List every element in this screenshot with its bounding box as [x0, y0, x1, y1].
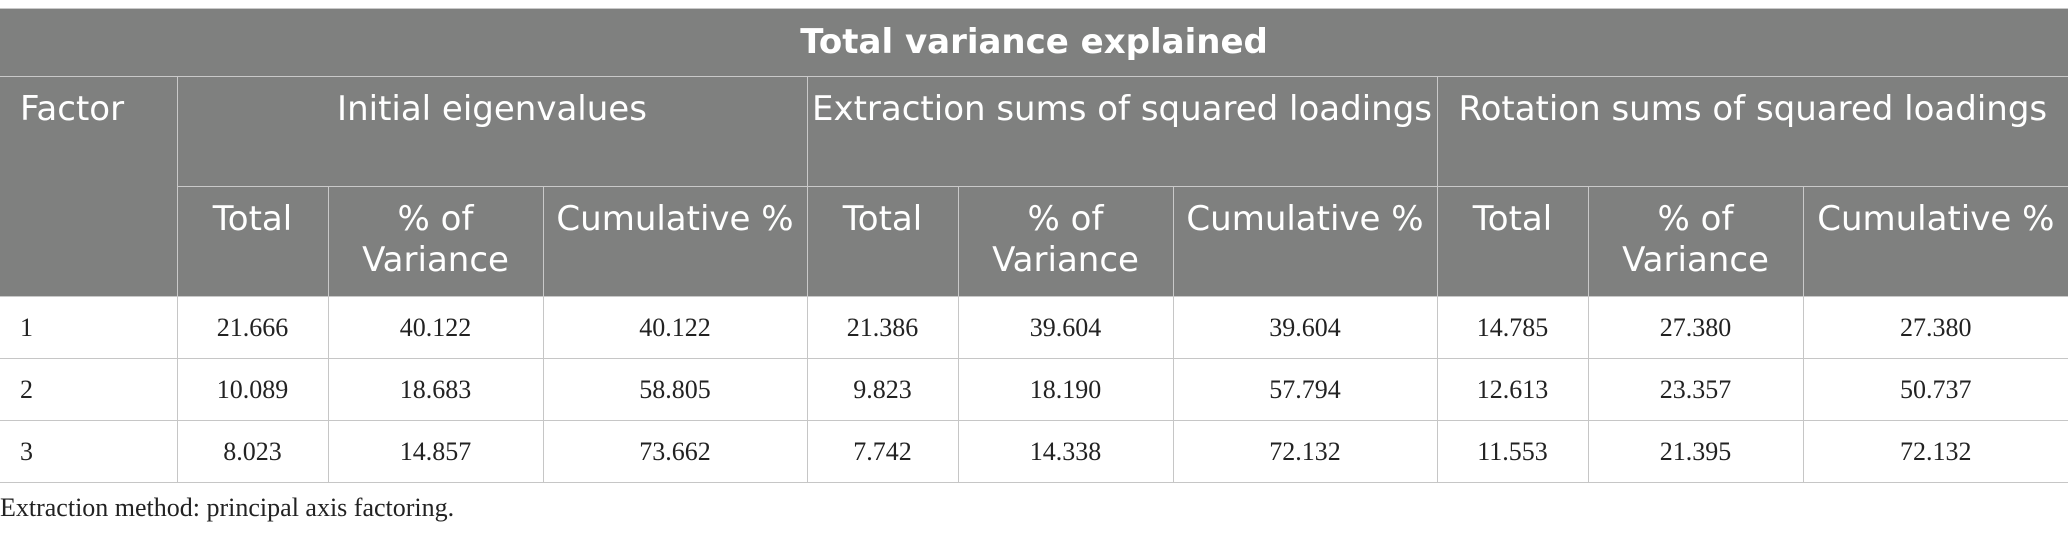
table-cell: 21.386	[806, 296, 959, 359]
factor-header: Factor	[0, 76, 178, 297]
factor-cell: 1	[0, 296, 178, 359]
table-row: 1 21.666 40.122 40.122 21.386 39.604 39.…	[0, 296, 2068, 359]
table-cell: 18.683	[327, 358, 544, 421]
factor-cell: 2	[0, 358, 178, 421]
table-cell: 10.089	[176, 358, 329, 421]
factor-cell: 3	[0, 420, 178, 483]
table-cell: 21.395	[1587, 420, 1804, 483]
table-footnote: Extraction method: principal axis factor…	[0, 493, 455, 522]
table-cell: 18.190	[957, 358, 1174, 421]
subheader-total: Total	[176, 186, 329, 297]
table-cell: 23.357	[1587, 358, 1804, 421]
table-cell: 14.338	[957, 420, 1174, 483]
group-header-initial: Initial eigenvalues	[176, 76, 808, 187]
table-cell: 40.122	[327, 296, 544, 359]
subheader-total: Total	[806, 186, 959, 297]
table-cell: 8.023	[176, 420, 329, 483]
variance-table: Total variance explained Factor Initial …	[0, 8, 2068, 483]
group-header-extraction: Extraction sums of squared loadings	[806, 76, 1438, 187]
table-cell: 11.553	[1436, 420, 1589, 483]
table-cell: 58.805	[542, 358, 808, 421]
table-row: 3 8.023 14.857 73.662 7.742 14.338 72.13…	[0, 420, 2068, 483]
subheader-cumulative: Cumulative %	[1802, 186, 2068, 297]
table-title: Total variance explained	[0, 8, 2068, 77]
table-cell: 27.380	[1802, 296, 2068, 359]
table-cell: 72.132	[1802, 420, 2068, 483]
table-cell: 9.823	[806, 358, 959, 421]
table-cell: 14.857	[327, 420, 544, 483]
subheader-total: Total	[1436, 186, 1589, 297]
table-cell: 40.122	[542, 296, 808, 359]
table-cell: 50.737	[1802, 358, 2068, 421]
subheader-percent-variance: % of Variance	[957, 186, 1174, 297]
table-cell: 73.662	[542, 420, 808, 483]
table-cell: 27.380	[1587, 296, 1804, 359]
table-cell: 21.666	[176, 296, 329, 359]
subheader-percent-variance: % of Variance	[327, 186, 544, 297]
group-header-rotation: Rotation sums of squared loadings	[1436, 76, 2068, 187]
table-row: 2 10.089 18.683 58.805 9.823 18.190 57.7…	[0, 358, 2068, 421]
table-cell: 12.613	[1436, 358, 1589, 421]
subheader-cumulative: Cumulative %	[542, 186, 808, 297]
table-cell: 57.794	[1172, 358, 1438, 421]
table-cell: 14.785	[1436, 296, 1589, 359]
subheader-percent-variance: % of Variance	[1587, 186, 1804, 297]
table-cell: 39.604	[1172, 296, 1438, 359]
variance-table-container: Total variance explained Factor Initial …	[0, 8, 2068, 483]
table-cell: 72.132	[1172, 420, 1438, 483]
table-cell: 39.604	[957, 296, 1174, 359]
table-cell: 7.742	[806, 420, 959, 483]
subheader-cumulative: Cumulative %	[1172, 186, 1438, 297]
